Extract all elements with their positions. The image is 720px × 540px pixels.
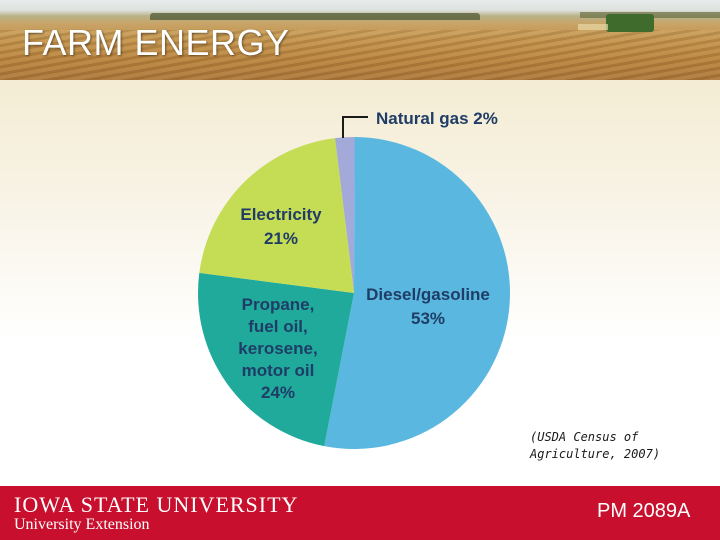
pie-label-2: Propane, fuel oil, kerosene, motor oil 24% (238, 295, 317, 402)
pie-chart: Natural gas 2% Diesel/gasoline 53% Propane,… (198, 109, 511, 449)
leader-lines (342, 116, 368, 138)
footer-bar: IOWA STATE UNIVERSITY University Extensi… (0, 486, 720, 540)
pie-label-1: Diesel/gasoline 53% (366, 285, 490, 328)
pie-slices (198, 136, 511, 449)
pie-slice-1 (324, 137, 511, 449)
natural-gas-leader-line (342, 116, 368, 138)
combine-harvester-icon (578, 14, 654, 32)
publication-code: PM 2089A (597, 500, 691, 522)
pie-slice-0 (334, 136, 355, 293)
source-line-2: Agriculture, 2007) (530, 447, 661, 461)
pie-slice-2 (198, 272, 354, 447)
banner-field-rows (0, 30, 720, 80)
pie-slice-3 (199, 138, 354, 293)
pie-labels: Natural gas 2% Diesel/gasoline 53% Propane,… (238, 109, 498, 402)
pie-label-3: Electricity 21% (240, 205, 322, 248)
university-extension-label: University Extension (14, 516, 150, 533)
page-title: FARM ENERGY (22, 22, 290, 63)
header-banner: FARM ENERGY (0, 0, 720, 80)
university-wordmark: IOWA STATE UNIVERSITY (14, 492, 299, 517)
pie-label-0: Natural gas 2% (376, 109, 498, 128)
source-line-1: (USDA Census of (530, 430, 639, 444)
source-citation: (USDA Census of Agriculture, 2007) (530, 429, 700, 463)
banner-treeline (150, 13, 480, 20)
